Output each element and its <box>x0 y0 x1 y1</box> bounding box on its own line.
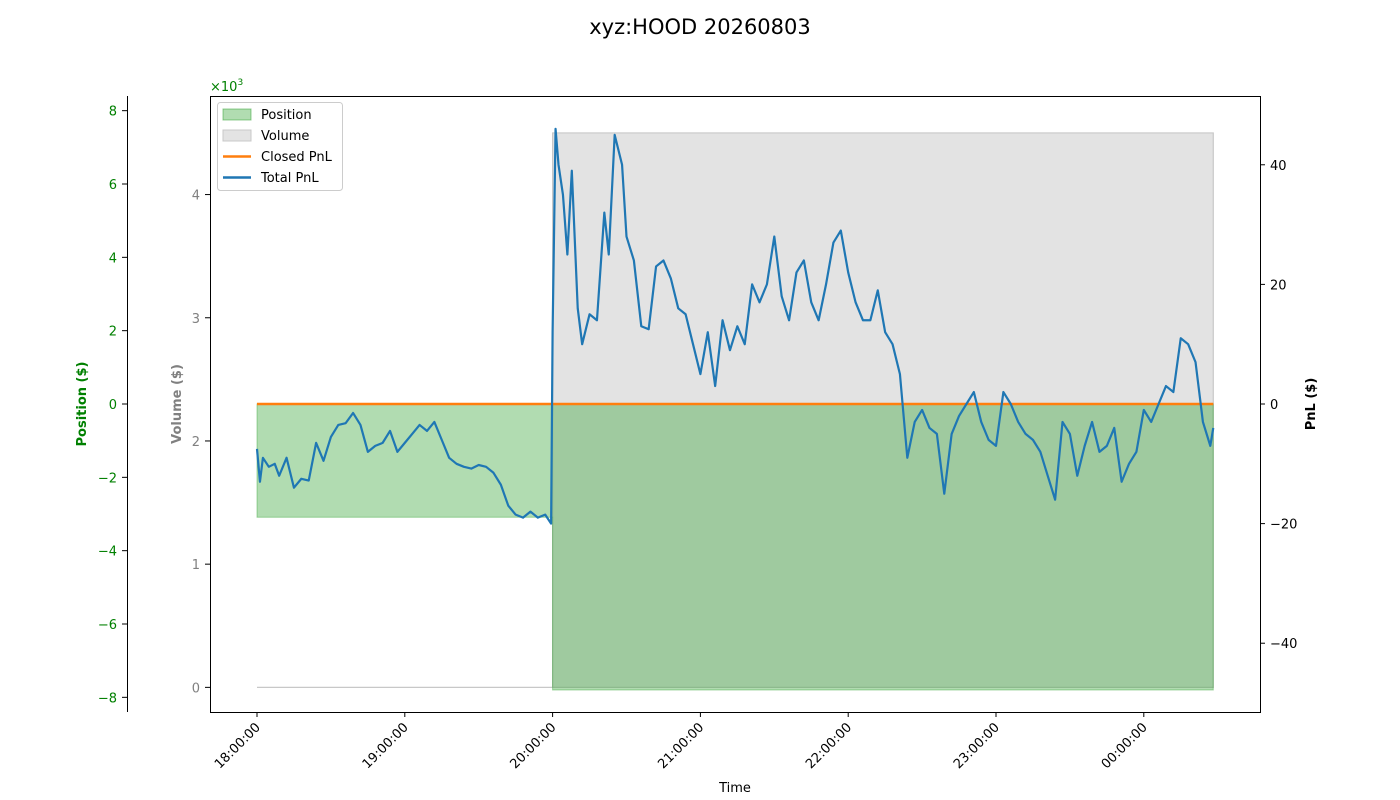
position-tick-label: 8 <box>109 105 117 120</box>
position-axis-ticks: 8 6 4 2 0 −2 −4 −6 −8 <box>98 105 127 706</box>
total-pnl-line <box>255 127 1215 525</box>
position-axis-label: Position ($) <box>75 362 90 447</box>
position-tick-label: −4 <box>98 545 117 560</box>
position-tick-label: 6 <box>109 178 117 193</box>
legend-label-volume: Volume <box>261 129 309 144</box>
volume-tick-label: 1 <box>192 558 200 573</box>
pnl-tick-label: 0 <box>1270 398 1278 413</box>
volume-tick-label: 4 <box>192 189 200 204</box>
position-tick-label: −2 <box>98 471 117 486</box>
pnl-tick-label: −40 <box>1270 637 1297 652</box>
position-tick-label: −8 <box>98 691 117 706</box>
volume-tick-label: 3 <box>192 312 200 327</box>
volume-area <box>257 132 1214 688</box>
legend-swatch-position <box>222 108 252 121</box>
legend-label-total-pnl: Total PnL <box>260 171 319 186</box>
legend-frame <box>217 102 343 191</box>
x-axis-label: Time <box>718 781 751 796</box>
pnl-axis-label: PnL ($) <box>1304 378 1319 431</box>
plot-area <box>255 127 1215 691</box>
position-tick-label: 4 <box>109 251 117 266</box>
volume-axis-ticks: 0 1 2 3 4 <box>192 189 210 696</box>
volume-tick-label: 0 <box>192 681 200 696</box>
legend-swatch-volume <box>222 129 252 142</box>
position-tick-label: 0 <box>109 398 117 413</box>
chart-title: xyz:HOOD 20260803 <box>589 15 811 39</box>
volume-axis-label: Volume ($) <box>170 364 185 444</box>
position-tick-label: 2 <box>109 325 117 340</box>
position-axis-multiplier: ×103 <box>210 78 243 95</box>
position-tick-label: −6 <box>98 618 117 633</box>
pnl-tick-label: −20 <box>1270 518 1297 533</box>
pnl-tick-label: 40 <box>1270 159 1287 174</box>
legend-label-closed-pnl: Closed PnL <box>261 150 333 165</box>
legend: Position Volume Closed PnL Total PnL <box>217 102 343 191</box>
volume-tick-label: 2 <box>192 435 200 450</box>
legend-label-position: Position <box>261 108 312 123</box>
pnl-tick-label: 20 <box>1270 278 1287 293</box>
pnl-axis-ticks: 40 20 0 −20 −40 <box>1260 159 1297 652</box>
